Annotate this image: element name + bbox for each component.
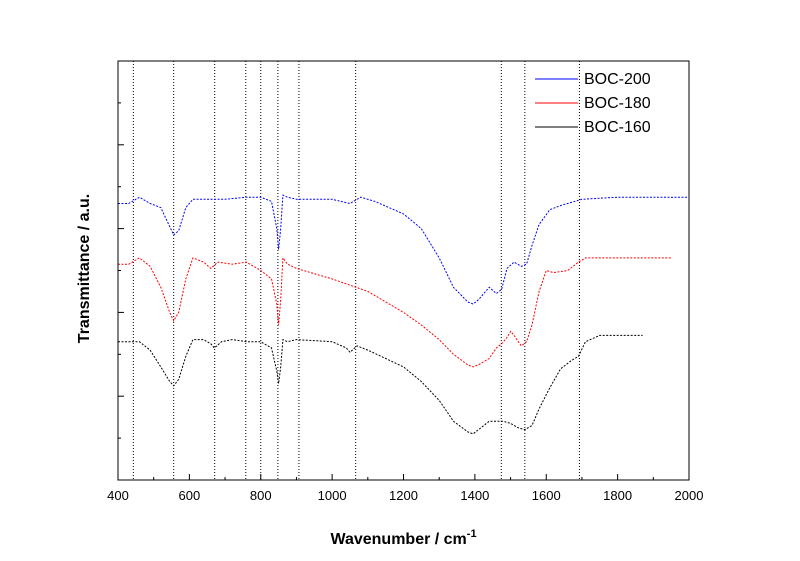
series-layer	[118, 194, 689, 435]
x-tick-label-1800: 1800	[603, 488, 632, 503]
series-line-boc-160	[118, 334, 643, 435]
x-tick-label-2000: 2000	[675, 488, 704, 503]
series-line-boc-180	[118, 256, 672, 368]
legend: BOC-200 BOC-180 BOC-160	[535, 71, 651, 136]
x-tick-label-1600: 1600	[532, 488, 561, 503]
legend-label-boc-180: BOC-180	[584, 95, 651, 112]
x-tick-label-1000: 1000	[318, 488, 347, 503]
reference-lines	[132, 61, 580, 480]
legend-label-boc-160: BOC-160	[584, 119, 651, 136]
x-tick-label-400: 400	[107, 488, 129, 503]
x-axis-title-superscript: -1	[467, 528, 477, 540]
legend-label-boc-200: BOC-200	[584, 71, 651, 88]
x-axis-title: Wavenumber / cm-1	[330, 528, 476, 548]
x-tick-label-1200: 1200	[389, 488, 418, 503]
x-axis-title-text: Wavenumber / cm	[330, 531, 466, 548]
x-tick-label-800: 800	[250, 488, 272, 503]
x-axis: 400 600 800 1000 1200 1400 1600 1800 2000	[107, 474, 703, 503]
series-line-boc-200	[118, 194, 689, 305]
y-axis-title: Transmittance / a.u.	[76, 194, 93, 343]
y-axis	[118, 60, 124, 481]
x-tick-label-600: 600	[179, 488, 201, 503]
x-tick-label-1400: 1400	[460, 488, 489, 503]
